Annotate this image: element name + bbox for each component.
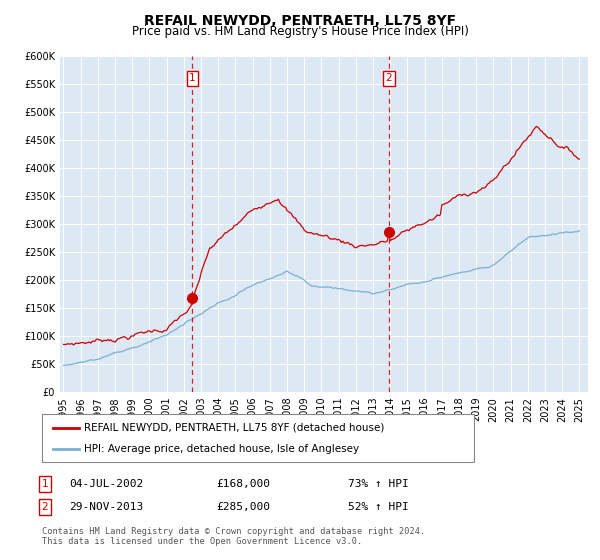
Text: REFAIL NEWYDD, PENTRAETH, LL75 8YF (detached house): REFAIL NEWYDD, PENTRAETH, LL75 8YF (deta… bbox=[84, 423, 385, 433]
Text: 73% ↑ HPI: 73% ↑ HPI bbox=[348, 479, 409, 489]
Text: 52% ↑ HPI: 52% ↑ HPI bbox=[348, 502, 409, 512]
Text: 1: 1 bbox=[189, 73, 196, 83]
Text: 2: 2 bbox=[41, 502, 49, 512]
Text: £285,000: £285,000 bbox=[216, 502, 270, 512]
Text: 2: 2 bbox=[386, 73, 392, 83]
Text: £168,000: £168,000 bbox=[216, 479, 270, 489]
Text: 1: 1 bbox=[41, 479, 49, 489]
Text: HPI: Average price, detached house, Isle of Anglesey: HPI: Average price, detached house, Isle… bbox=[84, 444, 359, 454]
Text: 04-JUL-2002: 04-JUL-2002 bbox=[69, 479, 143, 489]
Text: REFAIL NEWYDD, PENTRAETH, LL75 8YF: REFAIL NEWYDD, PENTRAETH, LL75 8YF bbox=[144, 14, 456, 28]
Text: Price paid vs. HM Land Registry's House Price Index (HPI): Price paid vs. HM Land Registry's House … bbox=[131, 25, 469, 38]
Text: 29-NOV-2013: 29-NOV-2013 bbox=[69, 502, 143, 512]
Text: Contains HM Land Registry data © Crown copyright and database right 2024.
This d: Contains HM Land Registry data © Crown c… bbox=[42, 526, 425, 546]
